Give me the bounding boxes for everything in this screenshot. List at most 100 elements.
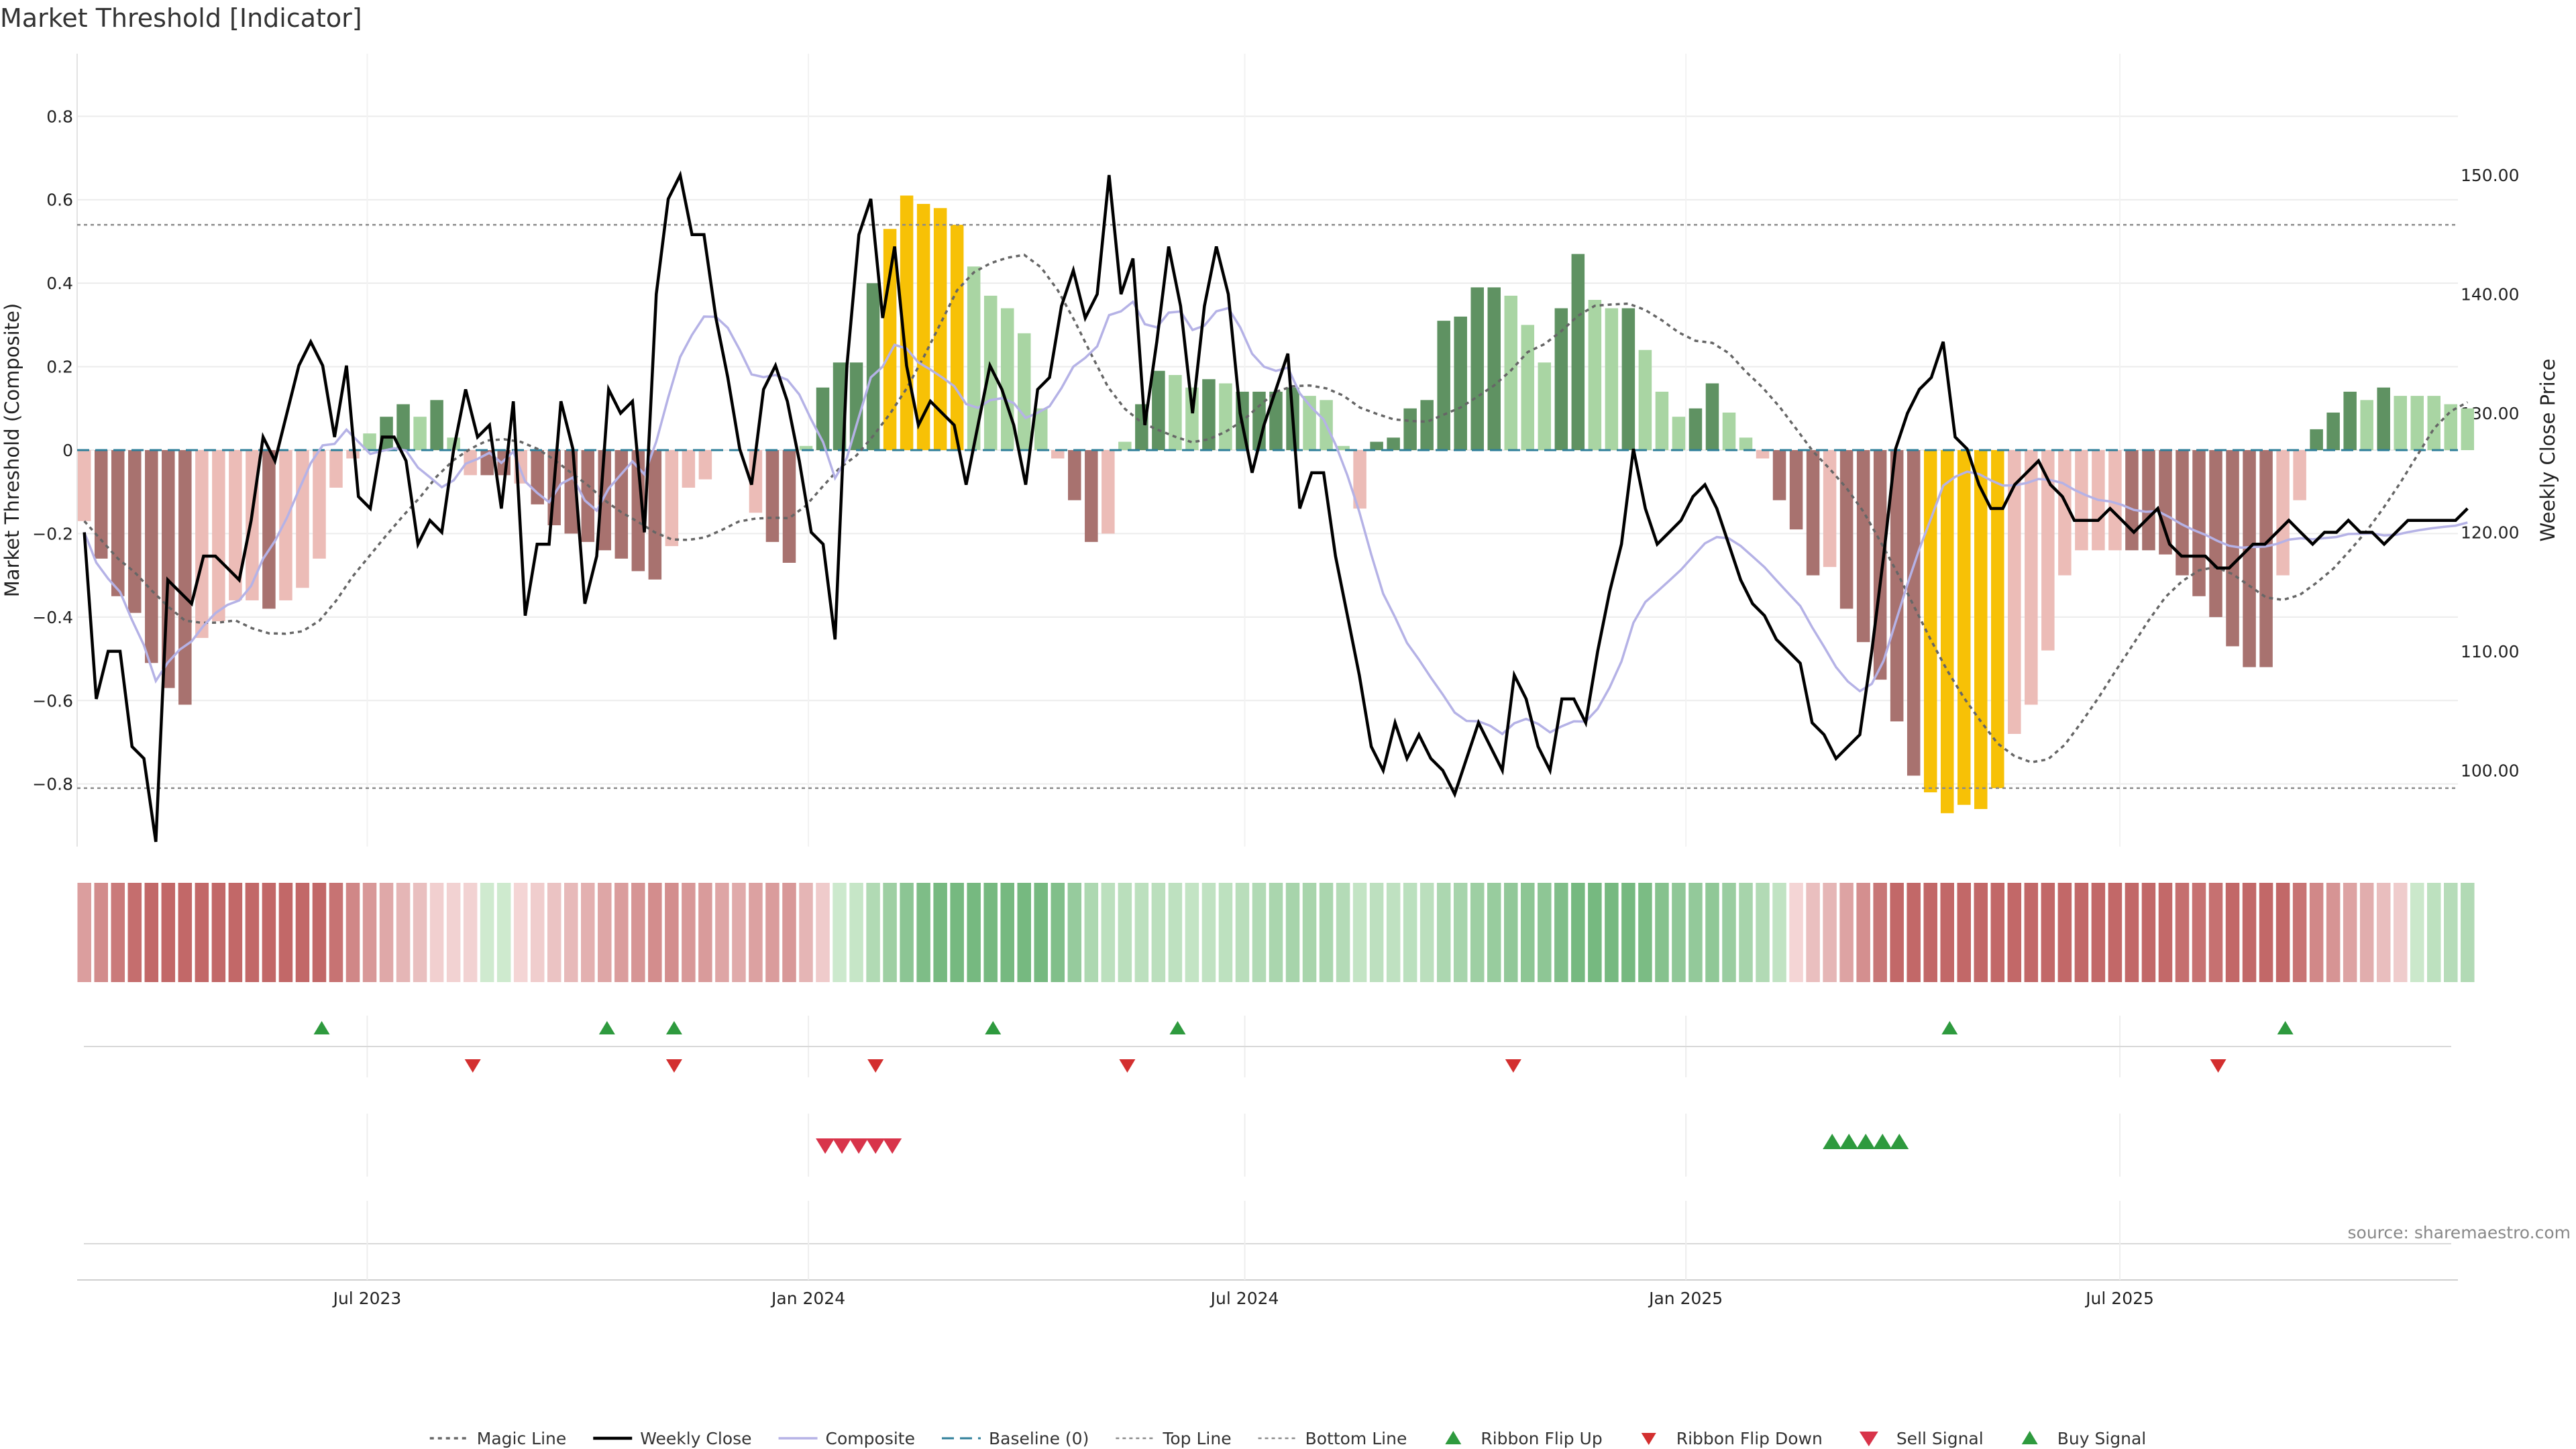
ribbon-cell (1655, 883, 1669, 982)
ribbon-cell (1101, 883, 1116, 982)
ribbon-cell (2208, 883, 2223, 982)
ribbon-cell (950, 883, 964, 982)
ribbon-cell (900, 883, 914, 982)
ribbon-cell (1470, 883, 1485, 982)
composite-bar (765, 450, 780, 542)
y-axis-label: Market Threshold (Composite) (1, 303, 23, 597)
ribbon-cell (1856, 883, 1870, 982)
source-note: source: sharemaestro.com (2348, 1223, 2571, 1242)
y2-tick-label: 120.00 (2461, 523, 2519, 542)
composite-bar (313, 450, 326, 559)
ribbon-panel (77, 883, 2475, 982)
composite-bar (2377, 387, 2390, 450)
ribbon-flip-down-marker (2210, 1059, 2226, 1073)
composite-bar (1370, 441, 1383, 450)
composite-bar (2226, 450, 2239, 647)
ribbon-cell (866, 883, 880, 982)
ribbon-cell (631, 883, 645, 982)
ribbon-flip-down-marker (1119, 1059, 1136, 1073)
composite-bar (1806, 450, 1820, 576)
ribbon-cell (1605, 883, 1619, 982)
ribbon-cell (379, 883, 394, 982)
legend-label: Bottom Line (1305, 1429, 1407, 1448)
ribbon-cell (1974, 883, 1988, 982)
ribbon-cell (967, 883, 981, 982)
composite-bar (1772, 450, 1786, 500)
y2-tick-label: 110.00 (2461, 642, 2519, 661)
composite-bar (296, 450, 309, 588)
composite-bar (1655, 391, 1669, 450)
ribbon-cell (2041, 883, 2055, 982)
composite-bar (1554, 308, 1568, 450)
composite-bar (2410, 396, 2424, 450)
legend-label: Magic Line (477, 1429, 567, 1448)
composite-bar (195, 450, 209, 638)
ribbon-cell (2125, 883, 2139, 982)
ribbon-cell (77, 883, 91, 982)
ribbon-cell (1638, 883, 1652, 982)
ribbon-flip-up-marker (1169, 1021, 1186, 1034)
ribbon-cell (2393, 883, 2408, 982)
composite-bar (1605, 308, 1619, 450)
ribbon-cell (195, 883, 209, 982)
x-axis: Jul 2023 Jan 2024 Jul 2024 Jan 2025 Jul 2025 (77, 1201, 2458, 1308)
composite-bar (614, 450, 629, 559)
ribbon-cell (396, 883, 411, 982)
composite-bar (1705, 383, 1719, 450)
ribbon-cell (262, 883, 276, 982)
composite-bar (2461, 408, 2475, 450)
buy-signal-marker (1873, 1134, 1892, 1149)
ribbon-cell (161, 883, 176, 982)
composite-bar (1420, 400, 1434, 450)
ribbon-cell (1504, 883, 1518, 982)
legend-label: Baseline (0) (989, 1429, 1089, 1448)
buy-signal-marker (1839, 1134, 1859, 1149)
ribbon-cell (2343, 883, 2357, 982)
composite-bar (1672, 417, 1686, 450)
composite-bar (1102, 450, 1115, 534)
composite-bar (849, 362, 863, 450)
composite-bar (1923, 450, 1937, 793)
ribbon-cell (2074, 883, 2089, 982)
legend-swatch-flipdown (1641, 1433, 1656, 1445)
ribbon-cell (2259, 883, 2273, 982)
composite-bar (1169, 375, 1182, 450)
magic-line (83, 254, 2469, 764)
composite-bar (2343, 391, 2357, 450)
ribbon-cell (698, 883, 712, 982)
sell-signal-marker (833, 1138, 852, 1154)
ribbon-cell (1319, 883, 1334, 982)
composite-bar (2259, 450, 2273, 667)
legend-swatch-buy (2021, 1431, 2038, 1444)
x-tick-label: Jan 2025 (1648, 1289, 1723, 1308)
ribbon-cell (1739, 883, 1753, 982)
x-tick-label: Jul 2025 (2084, 1289, 2154, 1308)
ribbon-cell (1134, 883, 1149, 982)
composite-bar (2394, 396, 2407, 450)
ribbon-cell (916, 883, 930, 982)
ribbon-cell (1839, 883, 1854, 982)
x-tick-label: Jul 2024 (1210, 1289, 1279, 1308)
ribbon-cell (1084, 883, 1099, 982)
ribbon-cell (413, 883, 427, 982)
ribbon-cell (799, 883, 813, 982)
ribbon-cell (1554, 883, 1568, 982)
ribbon-cell (983, 883, 998, 982)
ribbon-cell (849, 883, 863, 982)
composite-bar (883, 229, 897, 450)
legend-swatch-flipup (1445, 1431, 1462, 1444)
ribbon-cell (765, 883, 780, 982)
ribbon-cell (1369, 883, 1384, 982)
ribbon-cell (1621, 883, 1635, 982)
ribbon-cell (329, 883, 343, 982)
ribbon-cell (2275, 883, 2290, 982)
legend-label: Ribbon Flip Up (1481, 1429, 1602, 1448)
composite-bar (145, 450, 158, 663)
composite-bar (682, 450, 696, 488)
composite-bar (2326, 413, 2340, 450)
ribbon-cell (1151, 883, 1166, 982)
composite-bar (1068, 450, 1081, 500)
ribbon-cell (295, 883, 310, 982)
composite-bar (1034, 408, 1048, 450)
composite-bar (2041, 450, 2055, 651)
